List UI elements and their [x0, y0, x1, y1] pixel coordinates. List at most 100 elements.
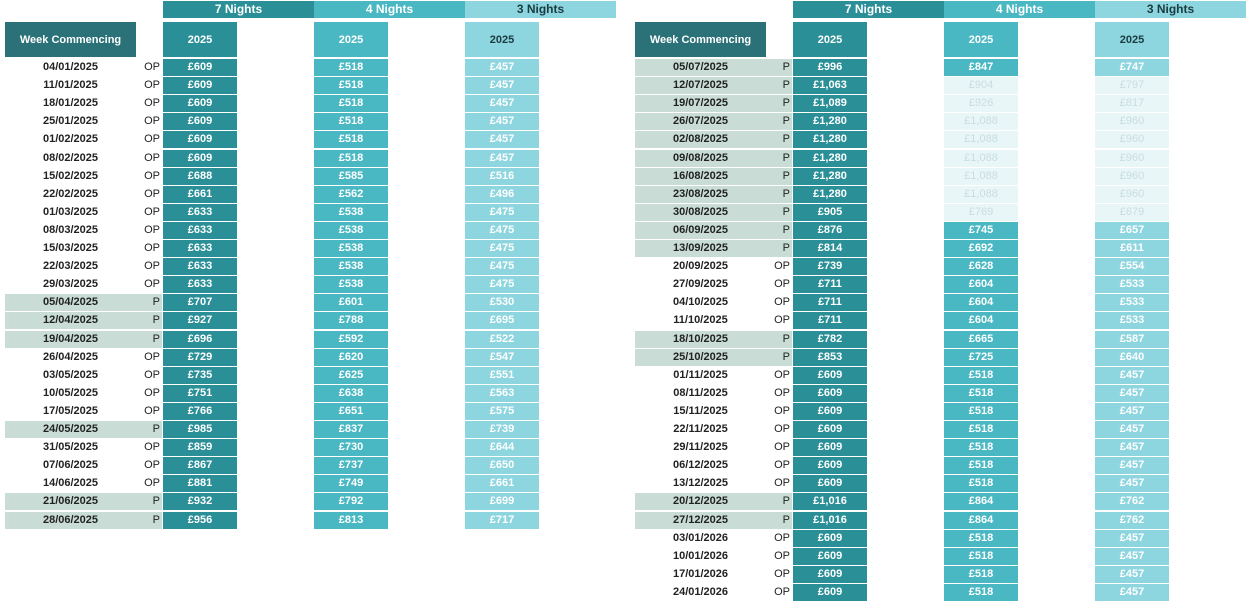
price-3-nights-cell: £739 — [465, 421, 539, 438]
price-4-nights-cell: £518 — [314, 131, 388, 149]
table-row: 17/01/2026 OP £609 £518 £457 — [635, 565, 1175, 583]
week-date-cell: 24/01/2026 — [672, 585, 729, 598]
price-4-nights-cell: £518 — [314, 149, 388, 167]
price-7-nights-cell: £766 — [163, 402, 237, 420]
price-7-nights-cell: £985 — [163, 421, 237, 438]
price-7-nights-cell: £609 — [793, 583, 867, 601]
price-4-nights-cell: £518 — [944, 475, 1018, 493]
price-3-nights-cell: £717 — [465, 511, 539, 529]
price-3-nights-cell: £644 — [465, 439, 539, 457]
season-band-cell: OP — [144, 151, 160, 164]
season-band-cell: OP — [144, 115, 160, 128]
season-band-cell: OP — [144, 79, 160, 92]
season-band-cell: OP — [774, 441, 790, 454]
price-7-nights-cell: £1,063 — [793, 77, 867, 95]
price-7-nights-cell: £609 — [793, 366, 867, 384]
price-4-nights-cell: £518 — [944, 366, 1018, 384]
week-date-cell: 27/09/2025 — [672, 278, 729, 291]
price-7-nights-cell: £609 — [793, 384, 867, 402]
price-4-nights-cell: £604 — [944, 294, 1018, 312]
season-band-cell: OP — [144, 242, 160, 254]
season-band-cell: OP — [144, 169, 160, 182]
price-3-nights-cell: £475 — [465, 276, 539, 294]
week-date-cell: 26/04/2025 — [42, 350, 99, 363]
table-row: 12/04/2025 P £927 £788 £695 — [5, 312, 545, 330]
week-date-cell: 15/02/2025 — [42, 169, 99, 182]
season-band-cell: OP — [144, 459, 160, 472]
table-row: 29/11/2025 OP £609 £518 £457 — [635, 439, 1175, 457]
year-header-4-nights: 2025 — [944, 22, 1018, 57]
price-7-nights-cell: £609 — [163, 113, 237, 131]
price-4-nights-cell: £926 — [944, 95, 1018, 113]
price-4-nights-cell: £538 — [314, 276, 388, 294]
week-date-cell: 27/12/2025 — [635, 511, 766, 529]
price-7-nights-cell: £1,280 — [793, 113, 867, 131]
price-7-nights-cell: £853 — [793, 348, 867, 366]
week-commencing-header: Week Commencing — [5, 22, 136, 57]
price-3-nights-cell: £657 — [1095, 221, 1169, 239]
season-band-cell: OP — [144, 386, 160, 399]
group-header-7-nights: 7 Nights — [163, 1, 314, 18]
table-row: 01/03/2025 OP £633 £538 £475 — [5, 203, 545, 221]
price-4-nights-cell: £813 — [314, 511, 388, 529]
season-band-cell: OP — [144, 278, 160, 291]
price-7-nights-cell: £711 — [793, 294, 867, 312]
price-4-nights-cell: £837 — [314, 421, 388, 438]
table-row: 14/06/2025 OP £881 £749 £661 — [5, 475, 545, 493]
week-date-cell: 11/01/2025 — [43, 79, 98, 92]
season-band-cell: P — [766, 203, 792, 221]
week-date-cell: 24/05/2025 — [5, 421, 136, 438]
price-7-nights-cell: £1,280 — [793, 131, 867, 149]
table-row: 26/04/2025 OP £729 £620 £547 — [5, 348, 545, 366]
week-date-cell: 12/07/2025 — [635, 77, 766, 95]
price-3-nights-cell: £762 — [1095, 493, 1169, 511]
table-row: 20/12/2025 P £1,016 £864 £762 — [635, 493, 1175, 511]
week-date-cell: 20/09/2025 — [672, 260, 729, 273]
price-3-nights-cell: £457 — [1095, 583, 1169, 601]
table-row: 26/07/2025 P £1,280 £1,088 £960 — [635, 113, 1175, 131]
week-date-cell: 17/05/2025 — [42, 404, 99, 417]
season-band-cell: P — [766, 149, 792, 167]
table-row: 15/02/2025 OP £688 £585 £516 — [5, 167, 545, 185]
group-header-4-nights: 4 Nights — [944, 1, 1095, 18]
table-row: 25/10/2025 P £853 £725 £640 — [635, 348, 1175, 366]
week-date-cell: 03/05/2025 — [42, 368, 99, 381]
week-date-cell: 31/05/2025 — [42, 441, 99, 454]
week-date-cell: 15/11/2025 — [673, 404, 728, 417]
table-row: 29/03/2025 OP £633 £538 £475 — [5, 276, 545, 294]
price-3-nights-cell: £547 — [465, 348, 539, 366]
week-date-cell: 02/08/2025 — [635, 131, 766, 149]
price-3-nights-cell: £457 — [465, 113, 539, 131]
week-date-cell: 10/05/2025 — [42, 386, 99, 399]
table-row: 28/06/2025 P £956 £813 £717 — [5, 511, 545, 529]
week-date-cell: 12/04/2025 — [5, 312, 136, 330]
table-row: 04/01/2025 OP £609 £518 £457 — [5, 59, 545, 76]
price-3-nights-cell: £530 — [465, 294, 539, 312]
price-3-nights-cell: £661 — [465, 475, 539, 493]
table-row: 25/01/2025 OP £609 £518 £457 — [5, 113, 545, 131]
price-3-nights-cell: £960 — [1095, 185, 1169, 203]
price-4-nights-cell: £518 — [314, 95, 388, 113]
price-7-nights-cell: £729 — [163, 348, 237, 366]
week-date-cell: 10/01/2026 — [672, 549, 729, 562]
price-7-nights-cell: £609 — [793, 402, 867, 420]
table-row: 01/11/2025 OP £609 £518 £457 — [635, 366, 1175, 384]
price-3-nights-cell: £457 — [1095, 384, 1169, 402]
price-4-nights-cell: £562 — [314, 185, 388, 203]
season-band-cell: OP — [774, 567, 790, 580]
season-band-cell: OP — [774, 531, 790, 544]
price-3-nights-cell: £533 — [1095, 276, 1169, 294]
season-band-cell: P — [766, 330, 792, 348]
price-3-nights-cell: £699 — [465, 493, 539, 511]
price-4-nights-cell: £792 — [314, 493, 388, 511]
season-band-cell: OP — [144, 223, 160, 236]
table-row: 19/04/2025 P £696 £592 £522 — [5, 330, 545, 348]
week-date-cell: 19/04/2025 — [5, 330, 136, 348]
price-7-nights-cell: £739 — [793, 258, 867, 276]
week-date-cell: 22/11/2025 — [673, 423, 728, 435]
year-header-7-nights: 2025 — [793, 22, 867, 57]
table-row: 27/09/2025 OP £711 £604 £533 — [635, 276, 1175, 294]
season-band-cell: OP — [144, 61, 160, 73]
season-band-cell: P — [766, 131, 792, 149]
table-row: 09/08/2025 P £1,280 £1,088 £960 — [635, 149, 1175, 167]
